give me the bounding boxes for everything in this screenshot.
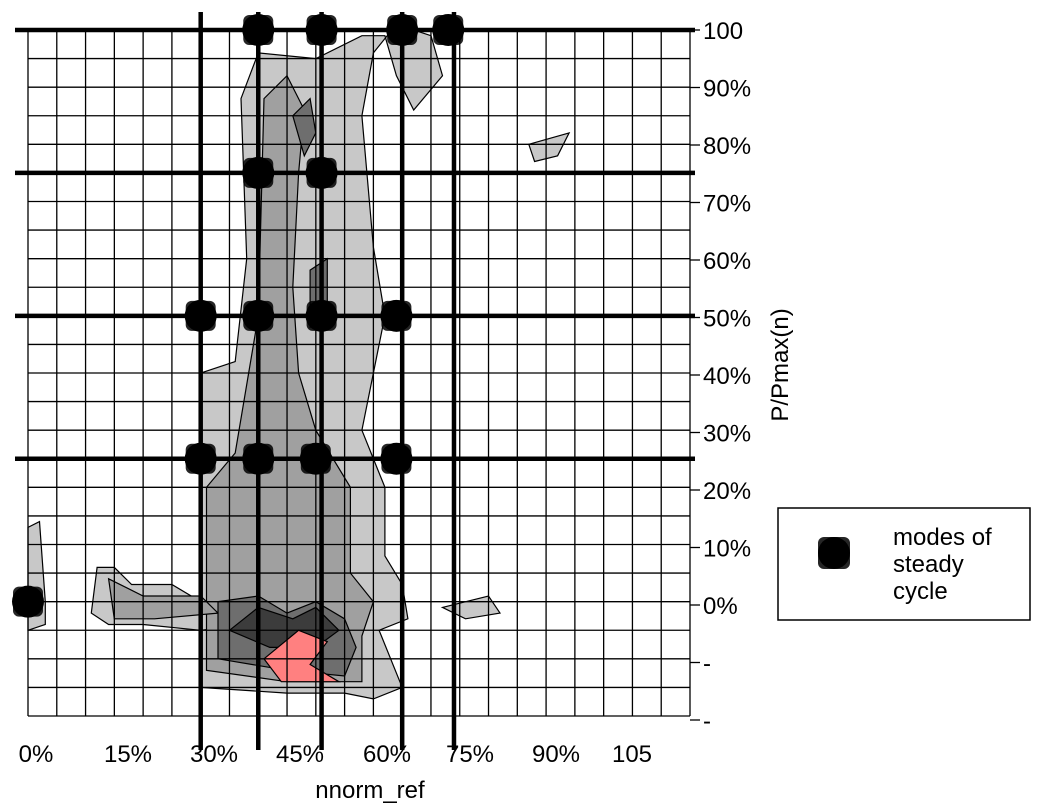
mode-marker	[242, 442, 275, 475]
x-axis-tick-labels: 0% 15% 30% 45% 60% 75% 90% 105	[19, 741, 652, 768]
mode-marker-square	[381, 443, 412, 474]
x-axis-title: nnorm_ref	[315, 777, 425, 804]
mode-marker-square	[243, 15, 274, 45]
contour-level-2-region-1	[205, 74, 375, 683]
x-tick-label: 0%	[19, 741, 54, 768]
contour-level-1-region-5	[440, 595, 502, 620]
mode-marker-square	[306, 15, 337, 45]
x-tick-label: 75%	[446, 741, 494, 768]
mode-marker-square	[306, 157, 337, 188]
mode-marker	[380, 442, 413, 475]
y-tick-label: 80%	[703, 133, 751, 160]
y-axis-tick-labels: 100 90% 80% 70% 60% 50% 40% 30% 20% 10% 0% - -	[690, 18, 751, 735]
legend-label-line: steady	[893, 551, 964, 578]
mode-marker	[12, 585, 44, 618]
x-tick-label: 105	[612, 741, 652, 768]
legend-marker	[818, 537, 850, 569]
mode-marker	[242, 299, 275, 332]
mode-marker	[242, 156, 275, 189]
y-tick-label: 100	[703, 18, 743, 45]
legend-label: modes of steady cycle	[893, 524, 992, 605]
mode-marker-square	[185, 443, 216, 474]
x-tick-label: 30%	[190, 741, 238, 768]
y-tick-label: 10%	[703, 536, 751, 563]
mode-marker	[386, 14, 419, 46]
mode-marker-square	[243, 443, 274, 474]
y-tick-label: 20%	[703, 478, 751, 505]
mode-marker	[380, 299, 413, 332]
steady-cycle-mode-lines	[15, 12, 695, 750]
mode-marker-square	[381, 300, 412, 331]
mode-marker	[184, 299, 217, 332]
y-tick-label: 40%	[703, 363, 751, 390]
mode-markers	[12, 14, 465, 618]
mode-marker	[184, 442, 217, 475]
y-tick-label: -	[703, 651, 711, 678]
mode-marker-square	[13, 586, 43, 617]
y-axis-title: P/Pmax(n)	[767, 308, 794, 421]
mode-marker	[242, 14, 275, 46]
mode-marker-square	[306, 300, 337, 331]
x-tick-label: 45%	[276, 741, 324, 768]
y-tick-label: 30%	[703, 421, 751, 448]
mode-marker	[305, 14, 338, 46]
mode-marker	[432, 14, 465, 46]
y-tick-label: 70%	[703, 191, 751, 218]
mode-marker	[299, 442, 332, 475]
mode-marker-square	[300, 443, 331, 474]
y-tick-label: 60%	[703, 248, 751, 275]
y-tick-label: -	[703, 708, 711, 735]
legend-label-line: modes of	[893, 524, 992, 551]
mode-marker-square	[185, 300, 216, 331]
mode-marker	[305, 156, 338, 189]
mode-marker-square	[433, 15, 464, 45]
y-tick-label: 50%	[703, 306, 751, 333]
y-tick-label: 0%	[703, 593, 738, 620]
legend: modes of steady cycle	[777, 507, 1031, 621]
mode-marker	[305, 299, 338, 332]
mode-marker-square	[243, 157, 274, 188]
legend-label-line: cycle	[893, 578, 948, 605]
contour-level-1-region-4	[528, 131, 571, 163]
mode-marker-square	[387, 15, 418, 45]
x-tick-label: 90%	[532, 741, 580, 768]
y-tick-label: 90%	[703, 76, 751, 103]
x-tick-label: 60%	[363, 741, 411, 768]
mode-marker-square	[243, 300, 274, 331]
x-tick-label: 15%	[104, 741, 152, 768]
